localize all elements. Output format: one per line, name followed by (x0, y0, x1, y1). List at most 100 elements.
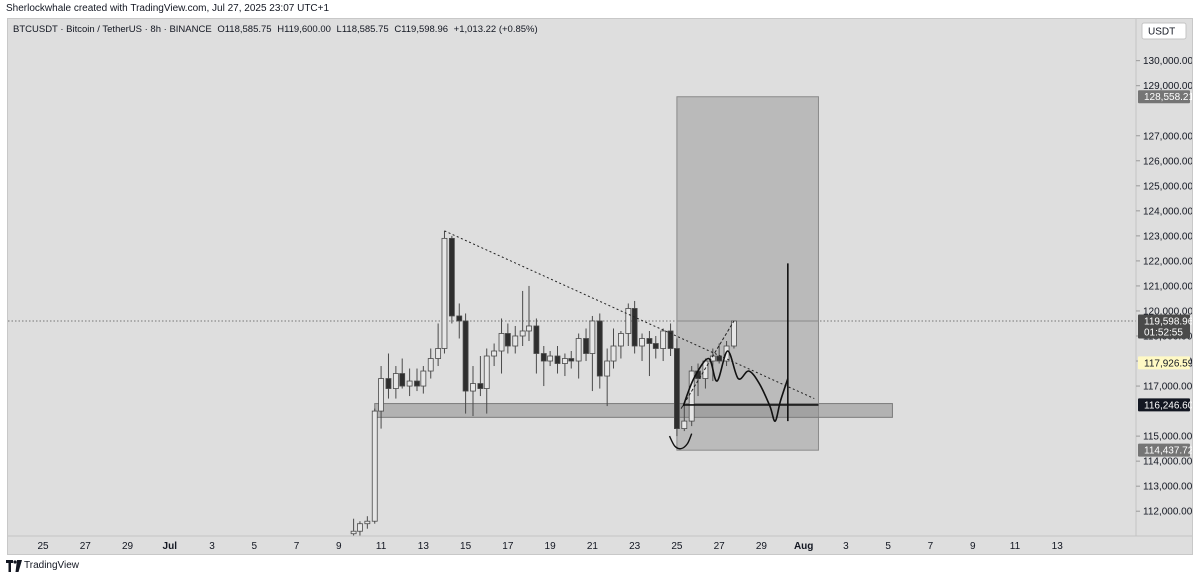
candle-up (575, 338, 582, 362)
candle-down (667, 330, 674, 349)
price-tick-label: 114,000.00 (1143, 457, 1192, 468)
candle-down (674, 348, 680, 430)
time-tick-label: 13 (418, 541, 430, 552)
ohlc-high: H119,600.00 (277, 24, 331, 35)
price-tick-label: 126,000.00 (1143, 156, 1192, 167)
time-tick-label: 3 (209, 541, 215, 552)
candle-down (448, 237, 455, 317)
price-projection-path (682, 350, 789, 422)
price-tick-label: 124,000.00 (1143, 206, 1192, 217)
candle-up (512, 335, 519, 347)
time-tick-label: 25 (37, 541, 49, 552)
time-tick-label: 11 (376, 541, 387, 552)
price-tick-label: 121,000.00 (1143, 281, 1192, 292)
candle-up (731, 320, 737, 347)
highlight-price-tag: 117,926.59 (1144, 358, 1192, 369)
symbol-name[interactable]: BTCUSDT · Bitcoin / TetherUS · 8h · BINA… (13, 24, 212, 35)
price-tick-label: 112,000.00 (1143, 507, 1192, 518)
ohlc-close: C119,598.96 (394, 24, 449, 35)
dashed-rise-line (680, 320, 735, 409)
bottom-curve (668, 433, 693, 450)
axes: USDT 112,000.00 113,000.00 114,000.00 115,00… (8, 19, 1192, 554)
header-bar: Sherlockwhale created with TradingView.c… (0, 0, 1200, 18)
candle-up (378, 378, 384, 412)
candle-up (435, 348, 442, 359)
candle-down (652, 343, 659, 349)
time-tick-label: 11 (1010, 541, 1021, 552)
ohlc-low: L118,585.75 (336, 24, 389, 35)
price-tick-label: 123,000.00 (1143, 231, 1192, 242)
candle-up (625, 308, 632, 334)
candle-up (420, 370, 427, 387)
price-tick-label: 115,000.00 (1143, 432, 1192, 443)
tradingview-brand: TradingView (24, 560, 80, 571)
candle-up (618, 333, 624, 347)
stop-zone (676, 320, 819, 451)
created-by-text: Sherlockwhale created with TradingView.c… (6, 3, 330, 14)
time-tick-label: 13 (1052, 541, 1064, 552)
price-tick-label: 120,000.00 (1143, 306, 1192, 317)
last-price-tag: 119,598.96 (1144, 316, 1192, 327)
target-price-tag-bg (1138, 90, 1190, 104)
candle-up (519, 330, 526, 337)
time-tick-label: 19 (545, 541, 557, 552)
chart-area[interactable]: USDT 112,000.00 113,000.00 114,000.00 115,00… (7, 18, 1193, 555)
time-tick-label: 27 (714, 541, 726, 552)
ohlc-open: O118,585.75 (217, 24, 272, 35)
candle-up (688, 370, 695, 422)
candle-up (483, 355, 490, 389)
candle-down (646, 338, 653, 344)
time-tick-label: 3 (843, 541, 849, 552)
candle-up (364, 520, 371, 525)
price-tick-label: 122,000.00 (1143, 256, 1192, 267)
support-price-tag-bg (1138, 398, 1190, 412)
price-tick-label: 127,000.00 (1143, 131, 1192, 142)
currency-label[interactable]: USDT (1148, 27, 1175, 38)
price-tick-label: 117,000.00 (1143, 382, 1192, 393)
time-tick-label: 25 (671, 541, 683, 552)
time-tick-label: Aug (794, 541, 813, 552)
candle-up (681, 420, 688, 430)
candle-up (441, 237, 448, 349)
time-tick-label: Jul (163, 541, 178, 552)
candle-up (639, 338, 645, 347)
price-tick-label: 129,000.00 (1143, 81, 1192, 92)
chart-canvas[interactable]: USDT 112,000.00 113,000.00 114,000.00 115,00… (8, 19, 1192, 554)
candle-down (462, 320, 469, 392)
candle-up (498, 333, 505, 352)
price-axis-panel (1136, 19, 1192, 554)
footer-bar: TradingView (0, 555, 1200, 578)
highlight-price-tag-bg (1138, 356, 1190, 370)
drawings-back (374, 96, 893, 451)
target-price-tag: 128,558.21 (1144, 92, 1192, 103)
time-tick-label: 5 (252, 541, 258, 552)
candle-down (568, 358, 575, 362)
time-tick-label: 29 (756, 541, 768, 552)
candle-up (589, 320, 596, 354)
candle-up (392, 373, 399, 389)
time-tick-label: 23 (629, 541, 641, 552)
candle-down (399, 373, 406, 387)
candle-up (427, 358, 434, 372)
price-tick-label: 113,000.00 (1143, 482, 1192, 493)
candle-up (562, 358, 568, 364)
tradingview-logo-icon (6, 560, 22, 572)
candle-up (660, 330, 667, 349)
candle-up (526, 325, 532, 332)
candle-up (357, 523, 363, 532)
time-tick-label: 5 (885, 541, 891, 552)
drawings-front (444, 230, 819, 450)
candle-down (554, 355, 561, 364)
time-tick-label: 29 (122, 541, 134, 552)
candle-up (604, 360, 611, 377)
candle-down (540, 353, 547, 362)
last-price-tag-bg (1138, 314, 1190, 339)
candle-up (610, 345, 617, 362)
ohlc-change: +1,013.22 (+0.85%) (453, 24, 538, 35)
candle-down (477, 383, 484, 389)
candle-down (716, 355, 723, 362)
candle-down (456, 315, 463, 322)
candle-down (414, 380, 420, 387)
time-tick-label: 7 (294, 541, 300, 552)
time-tick-label: 17 (502, 541, 514, 552)
